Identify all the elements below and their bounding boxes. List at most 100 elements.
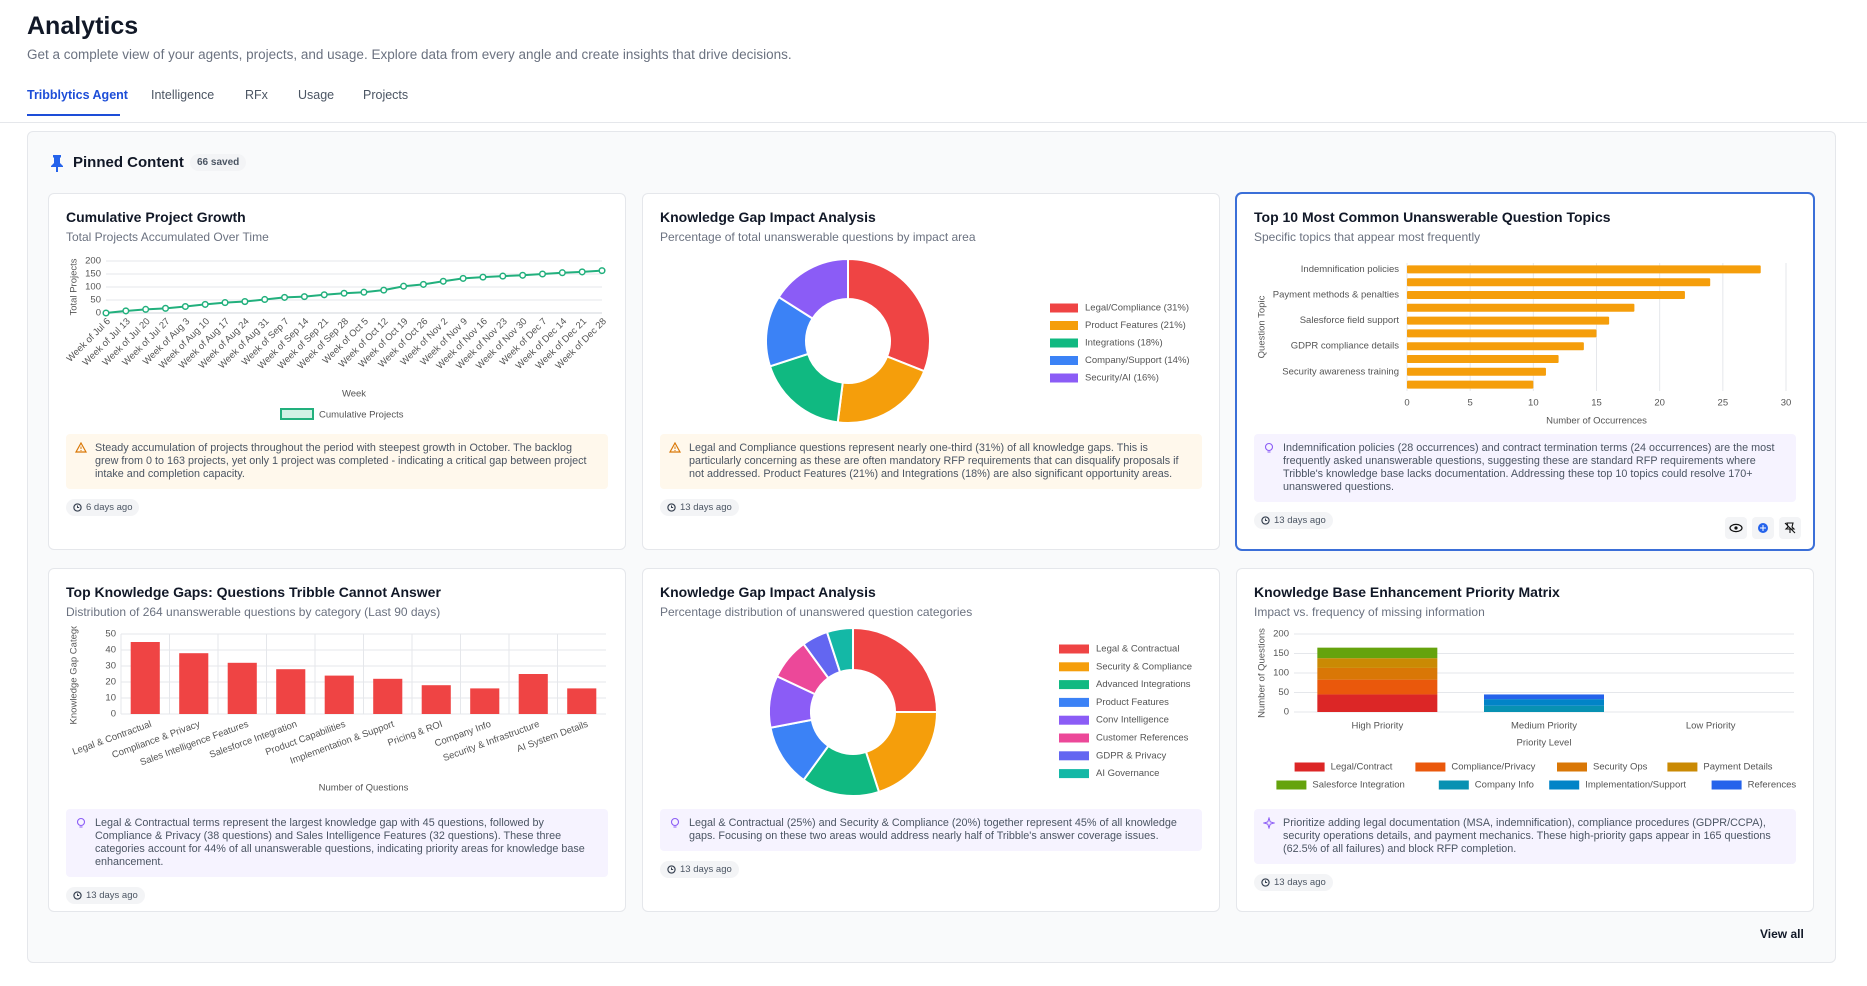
legend-label: Security & Compliance: [1096, 661, 1192, 672]
card-subtitle: Distribution of 264 unanswerable questio…: [66, 605, 441, 619]
line-point: [499, 272, 507, 280]
legend-label: AI Governance: [1096, 768, 1159, 779]
card-subtitle: Specific topics that appear most frequen…: [1254, 230, 1481, 244]
timestamp-text: 6 days ago: [86, 502, 133, 513]
pinned-title: Pinned Content: [73, 154, 184, 171]
bar: [1407, 367, 1546, 376]
timestamp: 13 days ago: [66, 887, 145, 904]
insight: Legal & Contractual (25%) and Security &…: [660, 809, 1202, 851]
line-point: [479, 273, 487, 281]
saved-count: 66 saved: [190, 154, 247, 171]
clock-icon: [667, 865, 676, 874]
chart-card: Knowledge Gap Impact Analysis Percentage …: [642, 568, 1220, 912]
view-button[interactable]: [1725, 517, 1747, 539]
y-tick-label: 0: [1284, 707, 1289, 718]
insight-icon: [75, 442, 87, 453]
share-button[interactable]: [1752, 517, 1774, 539]
x-axis-title: Number of Occurrences: [1546, 416, 1647, 426]
legend-swatch: [1050, 338, 1078, 348]
line-point: [400, 282, 408, 290]
donut-slice: [777, 257, 849, 320]
y-tick-label: 50: [1278, 687, 1289, 698]
legend-label: Product Features: [1096, 697, 1169, 708]
timestamp-text: 13 days ago: [86, 890, 138, 901]
tab[interactable]: Tribblytics Agent: [27, 88, 128, 102]
card-actions: [1725, 517, 1801, 539]
chart-card: Cumulative Project Growth Total Projects …: [48, 193, 626, 550]
card-title: Knowledge Gap Impact Analysis: [660, 209, 876, 225]
card-subtitle: Percentage of total unanswerable questio…: [660, 230, 976, 244]
line-point: [161, 304, 170, 312]
y-tick-label: 0: [96, 308, 101, 319]
clock-icon: [667, 503, 676, 512]
timestamp: 13 days ago: [660, 499, 739, 516]
line-point: [380, 286, 388, 294]
legend-label: References: [1748, 780, 1797, 791]
card-title: Knowledge Base Enhancement Priority Matr…: [1254, 584, 1560, 600]
line-point: [142, 305, 150, 313]
line-point: [241, 298, 249, 306]
insight-text: Prioritize adding legal documentation (M…: [1283, 817, 1771, 855]
insight: Legal & Contractual terms represent the …: [66, 809, 608, 877]
clock-icon: [1261, 878, 1270, 887]
chart: Legal/Compliance (31%) Product Features (…: [765, 257, 1190, 424]
insight-icon: [1264, 442, 1274, 453]
x-tick-label: 5: [1468, 398, 1473, 409]
page-title: Analytics: [27, 12, 139, 40]
card-title: Cumulative Project Growth: [66, 209, 246, 225]
legend-swatch: [1415, 762, 1446, 772]
legend-swatch: [1059, 697, 1089, 707]
x-tick-label: 15: [1591, 398, 1602, 409]
legend-swatch: [1050, 303, 1078, 313]
insight-icon: [76, 817, 86, 828]
line-point: [201, 300, 209, 308]
unpin-button[interactable]: [1779, 517, 1801, 539]
bar: [421, 685, 451, 714]
y-tick-label: 200: [1273, 629, 1289, 640]
legend-swatch: [1050, 356, 1078, 365]
line-point: [598, 267, 606, 275]
insight-icon: [670, 817, 680, 828]
y-tick-label: 100: [1273, 668, 1289, 679]
line-point: [538, 270, 547, 278]
insight-text: Legal & Contractual (25%) and Security &…: [689, 817, 1177, 842]
insight-icon: [669, 442, 681, 453]
timestamp-text: 13 days ago: [680, 502, 732, 513]
chart-card: Top Knowledge Gaps: Questions Tribble Ca…: [48, 568, 626, 912]
bar: [276, 669, 306, 714]
line-point: [261, 295, 269, 304]
donut-slice: [847, 257, 931, 373]
legend-label: Compliance/Privacy: [1451, 762, 1535, 773]
donut-slice: [852, 626, 939, 713]
legend-swatch: [1276, 780, 1307, 790]
card-subtitle: Impact vs. frequency of missing informat…: [1254, 605, 1485, 619]
line-point: [419, 280, 427, 288]
line-point: [439, 277, 447, 285]
view-all-link[interactable]: View all: [1760, 927, 1804, 941]
bar: [1407, 316, 1610, 325]
line-point: [340, 289, 348, 297]
bar: [1407, 291, 1685, 299]
insight-text: Legal & Contractual terms represent the …: [95, 817, 585, 868]
clock-icon: [1261, 516, 1270, 525]
legend-swatch: [1059, 644, 1089, 654]
bar-segment: [1317, 658, 1438, 668]
chart-card: Top 10 Most Common Unanswerable Question…: [1236, 193, 1814, 550]
tab[interactable]: Projects: [363, 88, 409, 102]
bar: [1407, 342, 1584, 351]
tab[interactable]: RFx: [245, 88, 268, 102]
chart-card: Knowledge Base Enhancement Priority Matr…: [1236, 568, 1814, 912]
tab[interactable]: Intelligence: [151, 88, 215, 102]
line-point: [281, 293, 289, 301]
legend-label: Security Ops: [1593, 762, 1648, 773]
insight: Steady accumulation of projects througho…: [66, 434, 608, 489]
y-tick-label: 20: [105, 677, 116, 688]
timestamp: 13 days ago: [1254, 512, 1333, 529]
y-tick-label: 200: [85, 256, 101, 267]
insight-text: Indemnification policies (28 occurrences…: [1283, 442, 1775, 493]
donut-slice: [768, 352, 844, 424]
tab[interactable]: Usage: [298, 88, 335, 102]
line-point: [558, 269, 566, 277]
legend-label: Advanced Integrations: [1096, 679, 1191, 690]
clock-icon: [73, 503, 82, 512]
